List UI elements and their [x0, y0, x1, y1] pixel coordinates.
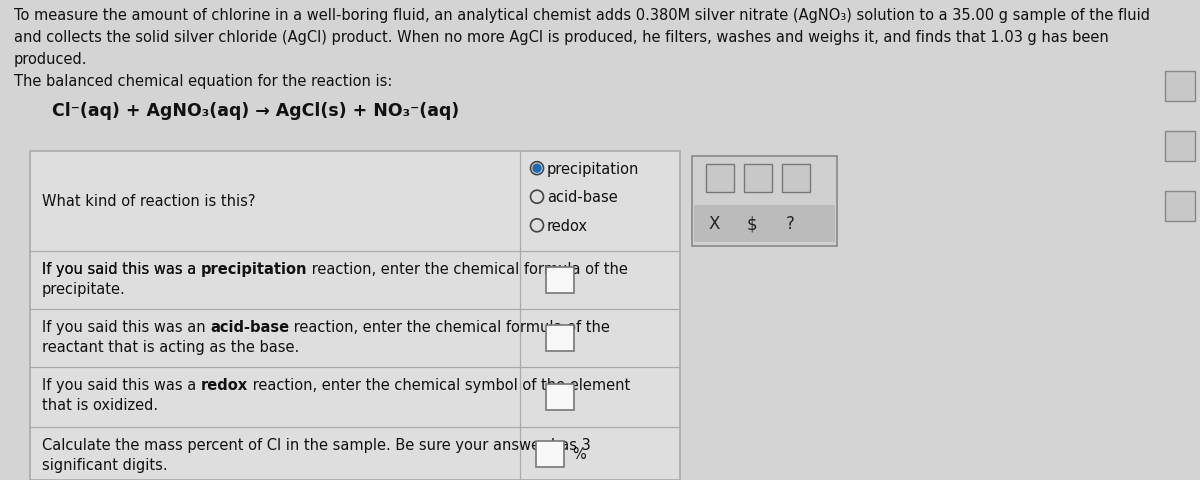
- Text: The balanced chemical equation for the reaction is:: The balanced chemical equation for the r…: [14, 74, 392, 89]
- Text: acid-base: acid-base: [210, 319, 289, 334]
- Text: %: %: [572, 446, 586, 461]
- Text: If you said this was a: If you said this was a: [42, 262, 200, 276]
- Text: To measure the amount of chlorine in a well-boring fluid, an analytical chemist : To measure the amount of chlorine in a w…: [14, 8, 1150, 23]
- Bar: [546, 325, 574, 351]
- Text: reactant that is acting as the base.: reactant that is acting as the base.: [42, 339, 299, 354]
- Circle shape: [533, 165, 541, 173]
- Text: acid-base: acid-base: [547, 190, 618, 205]
- Text: reaction, enter the chemical formula of the: reaction, enter the chemical formula of …: [289, 319, 611, 334]
- Text: ?: ?: [786, 215, 794, 233]
- Text: X: X: [708, 215, 720, 233]
- Text: If you said this was a ​precipitation​ reaction, enter the chemical formula of t: If you said this was a ​precipitation​ r…: [42, 262, 614, 276]
- Bar: [744, 165, 772, 192]
- Text: Cl⁻(aq) + AgNO₃(aq) → AgCl(s) + NO₃⁻(aq): Cl⁻(aq) + AgNO₃(aq) → AgCl(s) + NO₃⁻(aq): [52, 102, 460, 120]
- Text: What kind of reaction is this?: What kind of reaction is this?: [42, 194, 256, 209]
- Text: precipitation: precipitation: [200, 262, 307, 276]
- Text: If you said this was a: If you said this was a: [42, 262, 200, 276]
- Text: redox: redox: [547, 218, 588, 233]
- Text: produced.: produced.: [14, 52, 88, 67]
- Bar: [1165, 72, 1195, 102]
- Text: and collects the solid silver chloride (AgCl) product. When no more AgCl is prod: and collects the solid silver chloride (…: [14, 30, 1109, 45]
- Bar: [546, 267, 574, 293]
- Text: If you said this was a: If you said this was a: [42, 377, 200, 392]
- Bar: [30, 152, 680, 480]
- Bar: [782, 165, 810, 192]
- Bar: [1165, 192, 1195, 222]
- Text: $: $: [746, 215, 757, 233]
- Text: that is oxidized.: that is oxidized.: [42, 397, 158, 412]
- Bar: [546, 384, 574, 410]
- Bar: [536, 441, 564, 467]
- Text: significant digits.: significant digits.: [42, 457, 168, 472]
- Bar: [692, 156, 838, 247]
- Text: Calculate the mass percent of Cl in the sample. Be sure your answer has 3: Calculate the mass percent of Cl in the …: [42, 437, 590, 452]
- Text: precipitation: precipitation: [547, 161, 640, 176]
- Text: redox: redox: [200, 377, 248, 392]
- Text: If you said this was an: If you said this was an: [42, 319, 210, 334]
- Text: reaction, enter the chemical symbol of the element: reaction, enter the chemical symbol of t…: [248, 377, 630, 392]
- Bar: [1165, 132, 1195, 162]
- Text: precipitate.: precipitate.: [42, 281, 126, 296]
- Bar: [706, 165, 734, 192]
- Bar: [694, 205, 835, 242]
- Text: reaction, enter the chemical formula of the: reaction, enter the chemical formula of …: [307, 262, 629, 276]
